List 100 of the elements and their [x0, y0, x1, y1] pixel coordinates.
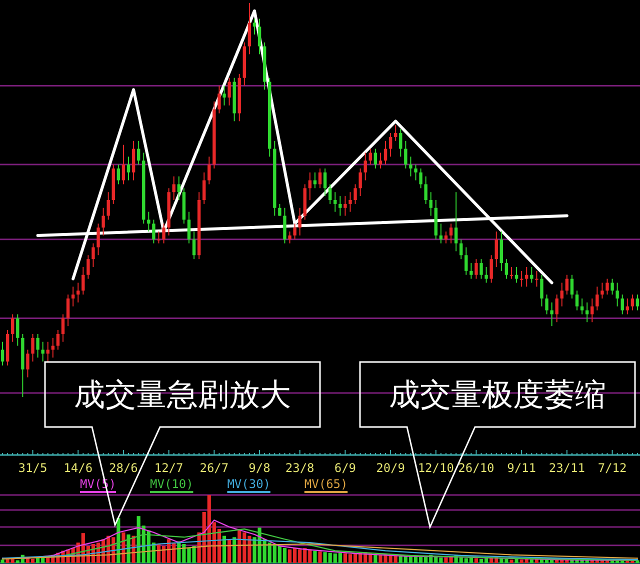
- candlestick: [439, 223, 443, 244]
- candlestick: [600, 282, 604, 299]
- candlestick: [348, 192, 352, 212]
- candlestick: [419, 168, 422, 189]
- annotation: 成交量急剧放大: [74, 377, 291, 413]
- candlestick: [368, 148, 372, 166]
- candlestick: [460, 238, 463, 260]
- candlestick: [384, 140, 388, 166]
- candlestick: [36, 333, 40, 358]
- candlestick: [480, 258, 483, 280]
- candlestick: [510, 266, 514, 280]
- x-tick-label: 9/8: [248, 461, 270, 475]
- candlestick: [575, 290, 579, 311]
- candlestick: [66, 294, 70, 327]
- bar: [318, 551, 322, 563]
- candlestick: [102, 207, 105, 236]
- candlestick: [490, 254, 493, 284]
- bar: [0, 560, 4, 563]
- candlestick: [378, 152, 382, 169]
- candlestick: [202, 172, 206, 204]
- candlestick: [252, 18, 256, 36]
- candlestick: [172, 176, 176, 200]
- candlestick: [318, 168, 322, 189]
- candlestick: [218, 85, 221, 114]
- candlestick: [61, 314, 65, 342]
- candlestick: [132, 140, 136, 181]
- candlestick: [122, 144, 126, 185]
- candlestick: [338, 196, 342, 216]
- candlestick: [293, 223, 296, 240]
- candlestick: [424, 176, 428, 204]
- bar: [474, 558, 478, 563]
- candlestick: [96, 223, 100, 256]
- x-tick-label: 7/12: [598, 461, 627, 475]
- candlestick: [16, 314, 20, 346]
- x-tick-label: 26/7: [200, 461, 229, 475]
- candlestick: [535, 270, 538, 288]
- candlestick: [192, 231, 196, 260]
- candlestick: [56, 330, 60, 350]
- candlestick: [157, 231, 160, 244]
- candlestick: [399, 128, 402, 158]
- candlestick: [283, 207, 286, 244]
- candlestick: [590, 298, 594, 323]
- candlestick: [288, 231, 292, 244]
- legend-item: MV(65): [304, 477, 348, 493]
- candlestick: [454, 192, 458, 252]
- candlestick: [0, 341, 4, 366]
- candlestick: [82, 266, 85, 296]
- candlestick: [630, 294, 634, 311]
- annotation: 成交量极度萎缩: [389, 377, 606, 413]
- candlestick: [147, 211, 150, 232]
- x-tick-label: 23/11: [548, 461, 585, 475]
- candlestick: [278, 203, 282, 216]
- bar: [313, 550, 317, 563]
- candlestick: [187, 211, 191, 244]
- candlestick: [474, 258, 478, 280]
- bar: [530, 560, 534, 563]
- candlestick: [248, 2, 252, 55]
- candlestick: [116, 164, 120, 185]
- candlestick: [555, 294, 558, 323]
- x-tick-label: 26/10: [458, 461, 494, 475]
- candlestick: [596, 286, 599, 311]
- candlestick: [394, 124, 398, 142]
- candlestick: [580, 298, 584, 315]
- candlestick: [404, 140, 408, 169]
- candlestick: [429, 192, 432, 216]
- candlestick: [388, 132, 392, 158]
- x-tick-label: 28/6: [109, 461, 138, 475]
- candlestick: [328, 184, 332, 204]
- candlestick: [550, 302, 554, 327]
- candlestick: [444, 231, 448, 244]
- candlestick: [585, 302, 589, 323]
- candlestick: [162, 223, 166, 244]
- bar: [510, 560, 514, 563]
- x-tick-label: 20/9: [376, 461, 406, 475]
- candlestick: [26, 349, 30, 378]
- candlestick: [626, 298, 629, 315]
- candlestick: [106, 192, 110, 220]
- candlestick: [11, 314, 14, 342]
- candlestick: [610, 278, 614, 296]
- candlestick: [228, 77, 231, 106]
- candlestick: [374, 148, 378, 169]
- candlestick: [258, 18, 262, 55]
- candlestick: [31, 333, 34, 362]
- candlestick: [540, 274, 544, 307]
- legend-item: MV(30): [227, 477, 271, 493]
- candlestick: [364, 152, 367, 181]
- candlestick: [636, 294, 640, 311]
- x-tick-label: 12/10: [418, 461, 454, 475]
- candlestick: [449, 223, 453, 244]
- bar: [227, 539, 232, 563]
- candlestick: [470, 262, 473, 280]
- candlestick: [504, 258, 508, 280]
- candlestick: [126, 156, 130, 181]
- candlestick: [409, 156, 412, 177]
- candlestick: [298, 207, 302, 236]
- legend-item: MV(10): [150, 477, 194, 493]
- x-tick-label: 23/8: [285, 461, 314, 475]
- candlestick: [41, 341, 44, 362]
- candlestick: [620, 294, 624, 315]
- candlestick: [514, 266, 518, 284]
